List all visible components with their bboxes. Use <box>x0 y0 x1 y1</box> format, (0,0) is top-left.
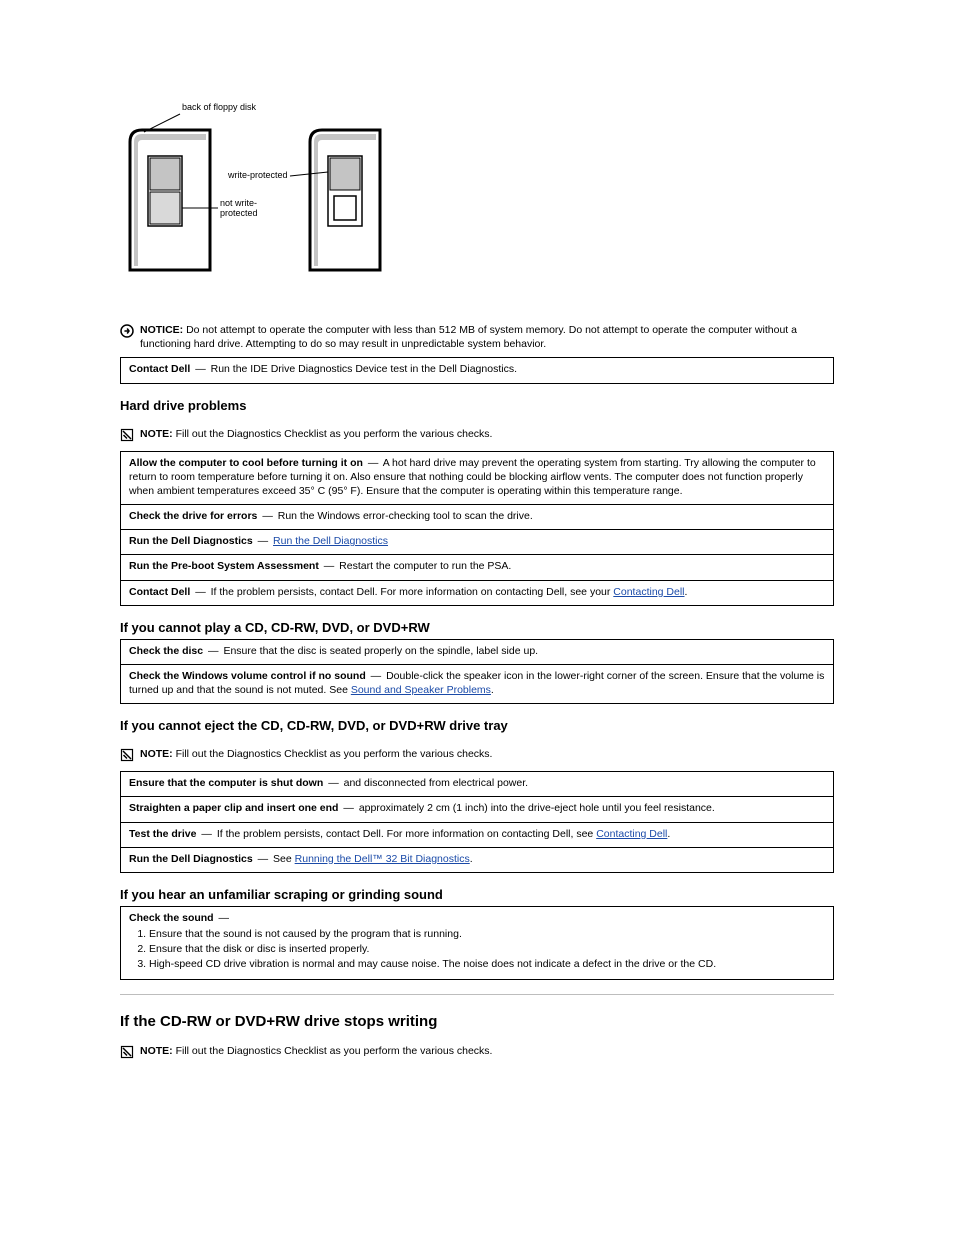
scratch-list: Ensure that the sound is not caused by t… <box>129 927 825 972</box>
link-contact-dell[interactable]: Contacting Dell <box>596 828 667 840</box>
step-body: Run the IDE Drive Diagnostics Device tes… <box>211 363 517 375</box>
right-disk <box>310 130 380 270</box>
step-head: Check the disc <box>129 645 203 657</box>
heading-hd-problems: Hard drive problems <box>120 398 834 413</box>
step-head: Run the Dell Diagnostics <box>129 853 253 865</box>
table-hd-problems: Allow the computer to cool before turnin… <box>120 451 834 606</box>
dash: — <box>260 510 275 522</box>
note-cd-noeject-text: NOTE: Fill out the Diagnostics Checklist… <box>140 747 492 761</box>
step-head: Check the sound <box>129 912 214 924</box>
label-not-wp-1: not write- <box>220 198 257 208</box>
note-body: Fill out the Diagnostics Checklist as yo… <box>176 748 493 760</box>
step-head: Test the drive <box>129 828 197 840</box>
notice-body: Do not attempt to operate the computer w… <box>140 324 797 350</box>
step-body-pre: See <box>273 853 295 865</box>
step-head: Allow the computer to cool before turnin… <box>129 457 363 469</box>
step-body: approximately 2 cm (1 inch) into the dri… <box>359 802 715 814</box>
table-hd-loss: Contact Dell — Run the IDE Drive Diagnos… <box>120 357 834 383</box>
table-scratch: Check the sound — Ensure that the sound … <box>120 906 834 980</box>
step-head: Contact Dell <box>129 363 190 375</box>
dash: — <box>256 535 271 547</box>
left-disk <box>130 130 210 270</box>
link-run-32bit-diag[interactable]: Running the Dell™ 32 Bit Diagnostics <box>295 853 470 865</box>
step-body: and disconnected from electrical power. <box>344 777 528 789</box>
note-hd-problems-text: NOTE: Fill out the Diagnostics Checklist… <box>140 427 492 441</box>
step-body-pre: If the problem persists, contact Dell. F… <box>211 586 614 598</box>
step-body-post: . <box>685 586 688 598</box>
dash: — <box>206 645 221 657</box>
dash: — <box>322 560 337 572</box>
dash: — <box>369 670 384 682</box>
link-contact-dell[interactable]: Contacting Dell <box>613 586 684 598</box>
dash: — <box>341 802 356 814</box>
label-back-of-disk: back of floppy disk <box>182 102 257 112</box>
heading-cd-readerr: If you cannot play a CD, CD-RW, DVD, or … <box>120 620 834 635</box>
floppy-diagram: back of floppy disk write-protected not … <box>120 100 834 293</box>
step-body-post: . <box>470 853 473 865</box>
step-head: Check the drive for errors <box>129 510 257 522</box>
note-icon <box>120 1045 134 1062</box>
step-body-post: . <box>667 828 670 840</box>
dash: — <box>193 363 208 375</box>
heading-cdrw-stops: If the CD-RW or DVD+RW drive stops writi… <box>120 1013 834 1030</box>
heading-scratch: If you hear an unfamiliar scraping or gr… <box>120 887 834 902</box>
step-body-pre: If the problem persists, contact Dell. F… <box>217 828 596 840</box>
notice-icon <box>120 324 134 341</box>
heading-cd-noeject: If you cannot eject the CD, CD-RW, DVD, … <box>120 718 834 733</box>
step-head: Run the Dell Diagnostics <box>129 535 253 547</box>
list-item: Ensure that the sound is not caused by t… <box>149 927 825 941</box>
label-write-protected: write-protected <box>227 170 288 180</box>
notice-hd-loss-text: NOTICE: Do not attempt to operate the co… <box>140 323 834 351</box>
dash: — <box>366 457 381 469</box>
dash: — <box>256 853 271 865</box>
dash: — <box>193 586 208 598</box>
step-body: Run the Windows error-checking tool to s… <box>278 510 533 522</box>
note-label: NOTE: <box>140 748 173 760</box>
step-head: Ensure that the computer is shut down <box>129 777 323 789</box>
note-icon <box>120 428 134 445</box>
table-cd-noeject: Ensure that the computer is shut down — … <box>120 771 834 873</box>
dash: — <box>326 777 341 789</box>
note-hd-problems: NOTE: Fill out the Diagnostics Checklist… <box>120 427 834 445</box>
step-head: Straighten a paper clip and insert one e… <box>129 802 338 814</box>
note-label: NOTE: <box>140 428 173 440</box>
step-body-post: . <box>491 684 494 696</box>
step-head: Contact Dell <box>129 586 190 598</box>
note-cdrw-stops: NOTE: Fill out the Diagnostics Checklist… <box>120 1044 834 1062</box>
list-item: High-speed CD drive vibration is normal … <box>149 957 825 971</box>
table-cd-readerr: Check the disc — Ensure that the disc is… <box>120 639 834 705</box>
dash: — <box>199 828 214 840</box>
note-body: Fill out the Diagnostics Checklist as yo… <box>176 1045 493 1057</box>
list-item: Ensure that the disk or disc is inserted… <box>149 942 825 956</box>
note-icon <box>120 748 134 765</box>
note-body: Fill out the Diagnostics Checklist as yo… <box>176 428 493 440</box>
step-head: Run the Pre-boot System Assessment <box>129 560 319 572</box>
notice-hd-loss: NOTICE: Do not attempt to operate the co… <box>120 323 834 351</box>
step-body: Ensure that the disc is seated properly … <box>223 645 538 657</box>
note-cdrw-stops-text: NOTE: Fill out the Diagnostics Checklist… <box>140 1044 492 1058</box>
link-sound-speaker[interactable]: Sound and Speaker Problems <box>351 684 491 696</box>
notice-label: NOTICE: <box>140 324 183 336</box>
step-body: Restart the computer to run the PSA. <box>339 560 511 572</box>
dash: — <box>217 912 232 924</box>
note-label: NOTE: <box>140 1045 173 1057</box>
link-run-dell-diag[interactable]: Run the Dell Diagnostics <box>273 535 388 547</box>
step-head: Check the Windows volume control if no s… <box>129 670 366 682</box>
section-divider <box>120 994 834 995</box>
note-cd-noeject: NOTE: Fill out the Diagnostics Checklist… <box>120 747 834 765</box>
label-not-wp-2: protected <box>220 208 258 218</box>
